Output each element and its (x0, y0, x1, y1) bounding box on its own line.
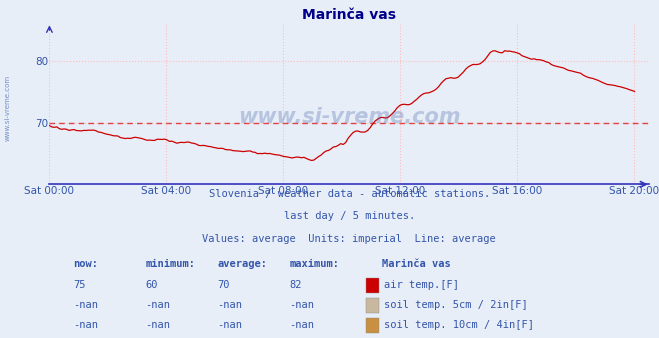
Text: minimum:: minimum: (146, 260, 195, 269)
Text: maximum:: maximum: (289, 260, 339, 269)
Text: 70: 70 (217, 280, 230, 290)
Text: -nan: -nan (73, 300, 98, 310)
Text: 60: 60 (146, 280, 158, 290)
Text: www.si-vreme.com: www.si-vreme.com (4, 75, 11, 141)
Text: soil temp. 10cm / 4in[F]: soil temp. 10cm / 4in[F] (384, 320, 534, 330)
Text: now:: now: (73, 260, 98, 269)
Text: Values: average  Units: imperial  Line: average: Values: average Units: imperial Line: av… (202, 234, 496, 244)
Text: average:: average: (217, 260, 268, 269)
Bar (366, 318, 380, 333)
Text: air temp.[F]: air temp.[F] (384, 280, 459, 290)
Text: Slovenia / weather data - automatic stations.: Slovenia / weather data - automatic stat… (209, 189, 490, 199)
Bar (366, 277, 380, 292)
Bar (366, 298, 380, 313)
Text: last day / 5 minutes.: last day / 5 minutes. (283, 211, 415, 221)
Text: 75: 75 (73, 280, 86, 290)
Text: -nan: -nan (146, 300, 171, 310)
Title: Marinča vas: Marinča vas (302, 8, 396, 23)
Text: -nan: -nan (289, 300, 314, 310)
Text: soil temp. 5cm / 2in[F]: soil temp. 5cm / 2in[F] (384, 300, 528, 310)
Text: Marinča vas: Marinča vas (382, 260, 451, 269)
Text: 82: 82 (289, 280, 302, 290)
Text: -nan: -nan (217, 300, 243, 310)
Text: -nan: -nan (217, 320, 243, 330)
Text: -nan: -nan (73, 320, 98, 330)
Text: -nan: -nan (289, 320, 314, 330)
Text: -nan: -nan (146, 320, 171, 330)
Text: www.si-vreme.com: www.si-vreme.com (238, 107, 461, 127)
